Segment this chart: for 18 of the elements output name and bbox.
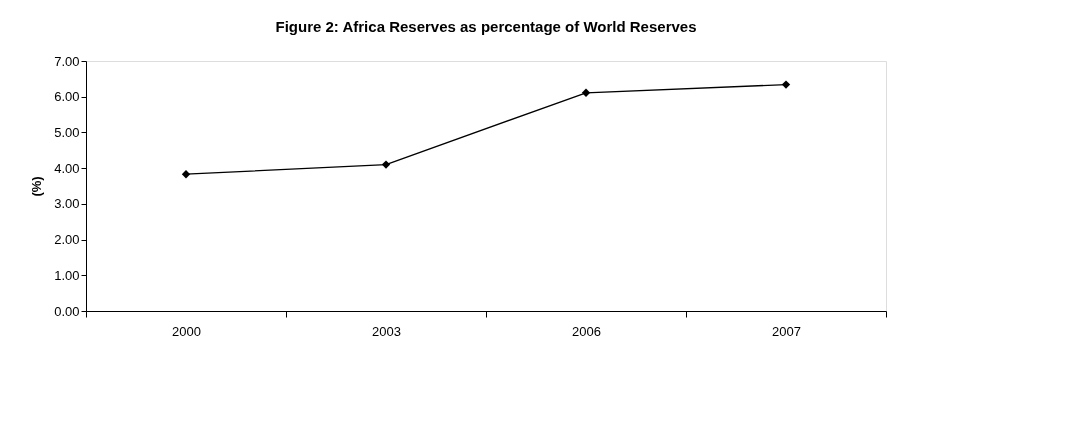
y-tick-label: 0.00 <box>54 303 80 319</box>
y-tick-label: 6.00 <box>54 89 80 105</box>
y-tick-label: 4.00 <box>54 160 80 176</box>
x-tick-label: 2003 <box>372 323 401 339</box>
x-tick-label: 2006 <box>572 323 601 339</box>
point <box>781 80 791 89</box>
point <box>581 88 591 97</box>
y-tick-label: 1.00 <box>54 267 80 283</box>
x-tick-label: 2000 <box>172 323 201 339</box>
y-axis-title: (%) <box>29 176 45 197</box>
point <box>181 170 191 179</box>
y-tick-label: 7.00 <box>54 53 80 69</box>
x-tick-label: 2007 <box>772 323 801 339</box>
point <box>381 160 391 169</box>
y-tick-label: 3.00 <box>54 196 80 212</box>
y-tick-label: 2.00 <box>54 232 80 248</box>
y-tick-label: 5.00 <box>54 124 80 140</box>
chart-title: Figure 2: Africa Reserves as percentage of World Reserves <box>275 18 697 35</box>
